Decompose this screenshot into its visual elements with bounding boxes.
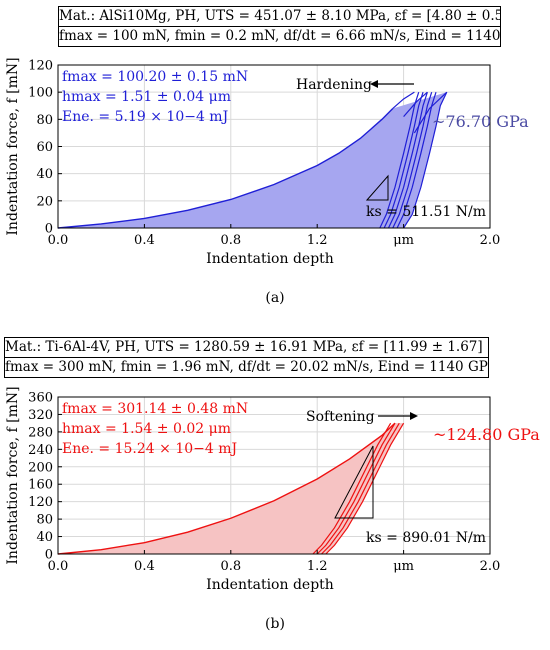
stats-text: fmax = 100.20 ± 0.15 mN [62, 69, 248, 85]
y-tick-label: 80 [36, 113, 53, 128]
x-tick-label: 0.8 [220, 233, 241, 248]
x-axis-label: Indentation depth [206, 577, 334, 593]
annotation-arrow-head [370, 80, 378, 88]
y-tick-label: 40 [36, 167, 53, 182]
y-tick-label: 80 [36, 513, 53, 528]
reloading-curve [403, 91, 428, 118]
panel-a: Mat.: AlSi10Mg, PH, UTS = 451.07 ± 8.10 … [0, 0, 550, 320]
plot-frame [57, 396, 491, 555]
x-tick-label: μm [393, 559, 414, 574]
modulus-label: ~124.80 GPa [433, 425, 540, 444]
unloading-curve [387, 91, 428, 229]
stats-text: hmax = 1.54 ± 0.02 μm [62, 421, 231, 437]
y-tick-label: 360 [28, 391, 53, 406]
stats-text: Ene. = 15.24 × 10−4 mJ [62, 441, 237, 457]
x-tick-label: 2.0 [480, 233, 501, 248]
slope-triangle [334, 445, 374, 519]
unloading-curve [392, 91, 433, 229]
x-tick-label: 0.0 [48, 559, 69, 574]
unloading-curve [316, 422, 396, 555]
x-tick-label: 0.4 [134, 233, 155, 248]
hysteresis-area [58, 92, 447, 228]
x-tick-label: μm [393, 233, 414, 248]
y-tick-label: 40 [36, 530, 53, 545]
ks-label: ks = 511.51 N/m [366, 204, 486, 220]
unloading-curve [312, 422, 392, 555]
y-axis-label: Indentation force, f [mN] [5, 57, 21, 235]
y-tick-label: 60 [36, 140, 53, 155]
stats-text: Ene. = 5.19 × 10−4 mJ [62, 109, 228, 125]
header-line-1: Mat.: Ti-6Al-4V, PH, UTS = 1280.59 ± 16.… [5, 339, 489, 355]
y-tick-label: 20 [36, 194, 53, 209]
unloading-curve [321, 422, 400, 555]
unloading-curve [383, 91, 424, 229]
chart-b: 0.0 0.4 0.8 1.2 μm 2.0 0 40 80 120 160 200 240 280 320… [5, 386, 540, 593]
y-tick-label: 0 [45, 222, 53, 237]
stats-text: fmax = 301.14 ± 0.48 mN [62, 401, 248, 417]
x-tick-label: 0.0 [48, 233, 69, 248]
loading-curve [57, 107, 394, 229]
unloading-curve [379, 91, 420, 229]
caption-a: (a) [265, 290, 285, 306]
annotation-label: Hardening [296, 77, 372, 93]
unloading-curve [325, 422, 405, 555]
header-box-a: Mat.: AlSi10Mg, PH, UTS = 451.07 ± 8.10 … [58, 6, 501, 47]
reloading-curve [392, 91, 415, 109]
y-tick-label: 200 [28, 460, 53, 475]
panel-b: Mat.: Ti-6Al-4V, PH, UTS = 1280.59 ± 16.… [0, 320, 550, 638]
y-axis-label: Indentation force, f [mN] [5, 386, 21, 564]
x-tick-label: 1.2 [307, 233, 328, 248]
y-tick-label: 120 [28, 59, 53, 74]
y-tick-label: 280 [28, 425, 53, 440]
y-tick-label: 240 [28, 443, 53, 458]
x-tick-label: 1.2 [307, 559, 328, 574]
x-tick-label: 0.8 [220, 559, 241, 574]
header-line-1: Mat.: AlSi10Mg, PH, UTS = 451.07 ± 8.10 … [59, 8, 500, 24]
x-tick-label: 0.4 [134, 559, 155, 574]
ks-label: ks = 890.01 N/m [366, 530, 486, 546]
loading-curve [57, 422, 396, 555]
unloading-curve [403, 91, 448, 229]
stats-text: hmax = 1.51 ± 0.04 μm [62, 89, 231, 105]
slope-triangle [365, 174, 389, 201]
y-tick-label: 320 [28, 408, 53, 423]
reloading-curve [413, 91, 448, 134]
y-tick-label: 0 [45, 548, 53, 563]
y-tick-label: 100 [28, 86, 53, 101]
annotation-label: Softening [306, 409, 375, 425]
x-tick-label: 2.0 [480, 559, 501, 574]
header-line-2: fmax = 100 mN, fmin = 0.2 mN, df/dt = 6.… [59, 26, 501, 44]
hysteresis-area [58, 423, 404, 554]
header-line-2: fmax = 300 mN, fmin = 1.96 mN, df/dt = 2… [5, 357, 489, 375]
modulus-label: ~76.70 GPa [432, 112, 529, 131]
y-tick-label: 160 [28, 478, 53, 493]
x-axis-label: Indentation depth [206, 251, 334, 267]
chart-a: 0.0 0.4 0.8 1.2 μm 2.0 0 20 40 60 80 100 120 Indentat… [5, 57, 529, 267]
header-box-b: Mat.: Ti-6Al-4V, PH, UTS = 1280.59 ± 16.… [4, 337, 489, 378]
annotation-arrow-head [410, 412, 418, 420]
caption-b: (b) [265, 616, 285, 632]
y-tick-label: 120 [28, 495, 53, 510]
